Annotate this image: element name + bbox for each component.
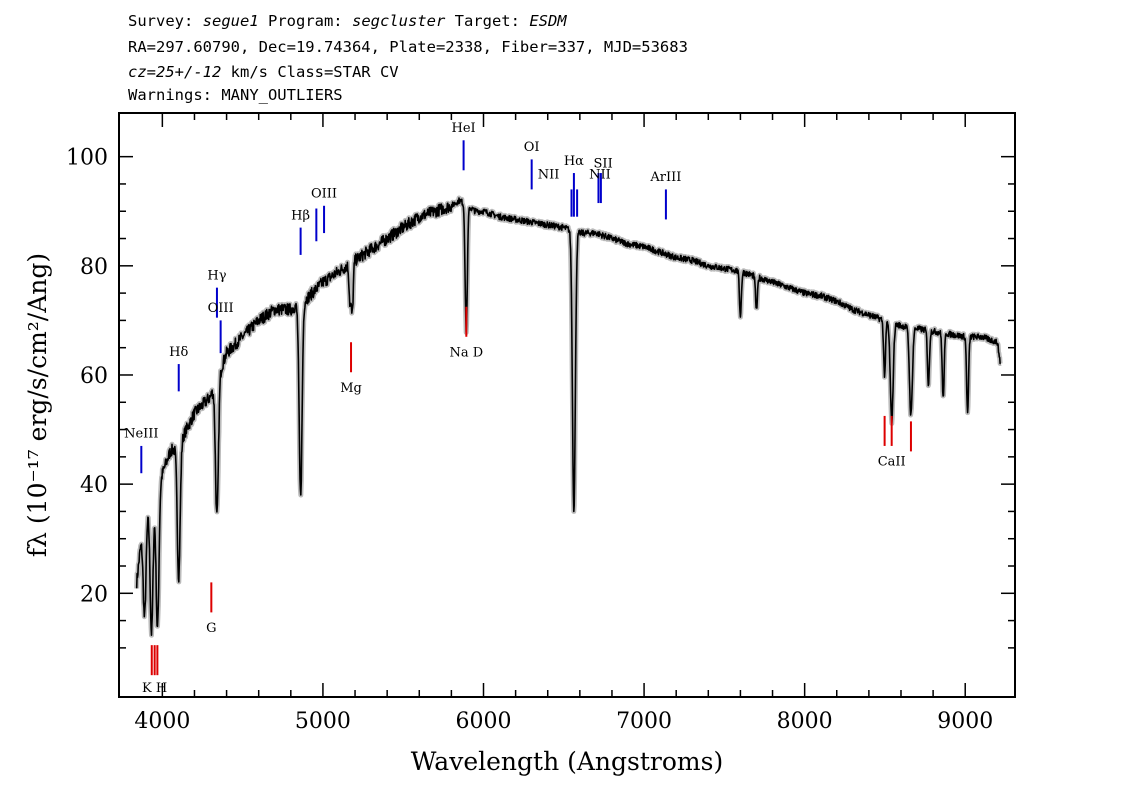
header-line-2: RA=297.60790, Dec=19.74364, Plate=2338, …: [128, 38, 688, 56]
spectral-line-label: OIII: [208, 301, 234, 316]
spectral-line-label: ArIII: [649, 170, 681, 185]
survey-label: Survey:: [128, 12, 203, 30]
x-axis-title: Wavelength (Angstroms): [411, 747, 723, 776]
spectral-line-label: Hδ: [169, 345, 188, 360]
x-tick-labels: 4000 5000 6000 7000 8000 9000: [134, 709, 993, 734]
target-value: ESDM: [529, 12, 567, 30]
y-axis-title: fλ (10⁻¹⁷ erg/s/cm²/Ang): [23, 253, 52, 557]
spectral-line-label: G: [206, 621, 216, 636]
line-markers: NeIIIHδHγOIIIHβOIIIHeIOINIIHαNIISIIArIII…: [124, 121, 912, 696]
spectral-line-label: Hγ: [207, 268, 226, 283]
spectral-line-label: Mg: [340, 381, 362, 396]
x-tick-label: 4000: [134, 709, 190, 734]
spectral-line-label: K H: [142, 681, 167, 696]
x-tick-label: 8000: [777, 709, 833, 734]
cz-value: cz=25+/-12: [128, 63, 222, 81]
spectral-line-label: Na D: [449, 345, 483, 360]
spectral-line-label: HeI: [452, 121, 476, 136]
axis-ticks: [119, 113, 1015, 697]
y-tick-label: 80: [80, 255, 108, 280]
y-tick-label: 40: [80, 473, 108, 498]
x-tick-label: 5000: [295, 709, 351, 734]
target-label: Target:: [445, 12, 530, 30]
spectral-line-label: Hα: [564, 154, 584, 169]
spectral-line-label: NeIII: [124, 427, 158, 442]
y-tick-label: 100: [66, 146, 108, 171]
survey-value: segue1: [202, 12, 259, 30]
x-tick-label: 7000: [616, 709, 672, 734]
spectral-line-label: NII: [538, 167, 560, 182]
header-warnings: Warnings: MANY_OUTLIERS: [128, 86, 343, 104]
spectral-line-label: CaII: [878, 455, 906, 470]
plot-frame: [118, 112, 1016, 698]
y-tick-label: 60: [80, 364, 108, 389]
error-band: [134, 195, 1003, 638]
spectral-line-label: SII: [594, 157, 613, 172]
y-tick-label: 20: [80, 582, 108, 607]
program-value: segcluster: [351, 12, 446, 30]
x-tick-label: 6000: [456, 709, 512, 734]
spectral-line-label: Hβ: [291, 208, 310, 223]
spectral-line-label: OI: [524, 140, 540, 155]
header-line-1: Survey: segue1 Program: segcluster Targe…: [128, 12, 567, 30]
class-text: km/s Class=STAR CV: [221, 63, 399, 81]
spectral-line-label: OIII: [311, 187, 337, 202]
y-tick-labels: 20 40 60 80 100: [66, 146, 108, 608]
header-line-3: cz=25+/-12 km/s Class=STAR CV: [128, 63, 399, 81]
program-label: Program:: [258, 12, 352, 30]
x-tick-label: 9000: [937, 709, 993, 734]
spectrum-line: [135, 197, 1001, 636]
